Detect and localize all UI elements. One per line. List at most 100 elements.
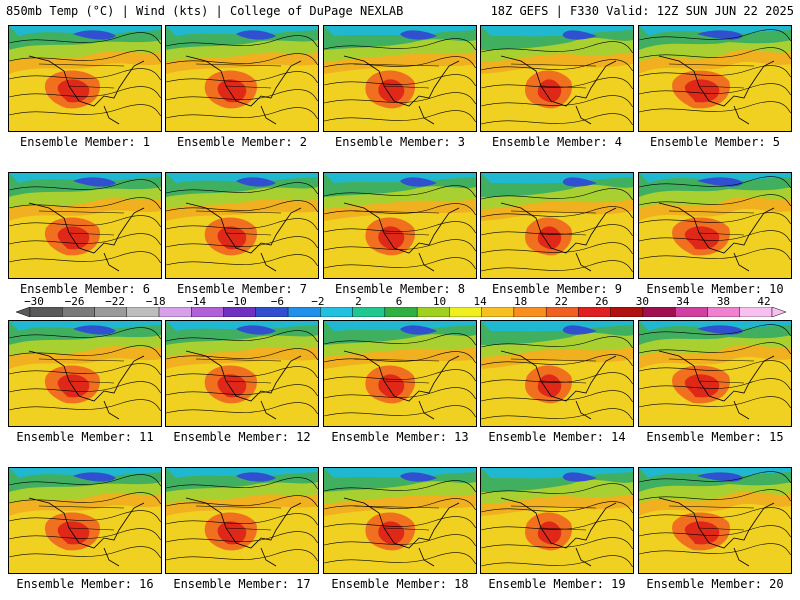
colorbar-swatch — [223, 307, 257, 317]
temperature-map — [166, 468, 318, 573]
ensemble-member-label: Ensemble Member: 17 — [173, 577, 311, 591]
colorbar-swatch — [545, 307, 579, 317]
ensemble-member-map — [638, 320, 792, 427]
colorbar-swatch — [384, 307, 418, 317]
colorbar-swatch — [158, 307, 192, 317]
ensemble-member-map — [323, 25, 477, 132]
ensemble-member-map — [8, 320, 162, 427]
colorbar-tick-label: 30 — [635, 295, 649, 308]
ensemble-member-label: Ensemble Member: 1 — [19, 135, 151, 149]
temperature-map — [324, 468, 476, 573]
colorbar-tick-label: 6 — [395, 295, 403, 308]
temperature-map — [9, 468, 161, 573]
ensemble-member-map — [480, 25, 634, 132]
colorbar-swatch — [642, 307, 676, 317]
temperature-map — [639, 468, 791, 573]
ensemble-member-label: Ensemble Member: 4 — [491, 135, 623, 149]
ensemble-member-label: Ensemble Member: 14 — [488, 430, 626, 444]
ensemble-member-map — [165, 172, 319, 279]
ensemble-member-label: Ensemble Member: 2 — [176, 135, 308, 149]
ensemble-member-label: Ensemble Member: 20 — [646, 577, 784, 591]
temperature-map — [639, 26, 791, 131]
temperature-map — [324, 26, 476, 131]
colorbar-swatch — [29, 307, 63, 317]
colorbar-swatch — [255, 307, 289, 317]
temperature-map — [166, 173, 318, 278]
temperature-map — [481, 468, 633, 573]
temperature-map — [9, 173, 161, 278]
header: 850mb Temp (°C) | Wind (kts) | College o… — [0, 0, 800, 20]
colorbar-swatch — [126, 307, 160, 317]
colorbar-tick-label: −10 — [226, 295, 247, 308]
colorbar-swatch — [578, 307, 611, 317]
temperature-map — [481, 321, 633, 426]
ensemble-member-map — [480, 320, 634, 427]
colorbar-min-arrow — [15, 307, 31, 317]
colorbar-tick-label: 26 — [595, 295, 609, 308]
colorbar-tick-label: −30 — [24, 295, 44, 308]
ensemble-member-label: Ensemble Member: 8 — [334, 282, 466, 296]
ensemble-member-map — [638, 467, 792, 574]
ensemble-member-label: Ensemble Member: 11 — [16, 430, 154, 444]
temperature-map — [481, 173, 633, 278]
ensemble-member-map — [323, 320, 477, 427]
temperature-map — [481, 26, 633, 131]
colorbar-scale — [15, 307, 787, 317]
colorbar-swatch — [287, 307, 321, 317]
ensemble-member-label: Ensemble Member: 19 — [488, 577, 626, 591]
colorbar-swatch — [416, 307, 450, 317]
ensemble-member-map — [165, 25, 319, 132]
colorbar-tick-label: −6 — [270, 295, 284, 308]
ensemble-member-map — [8, 25, 162, 132]
temperature-map — [324, 173, 476, 278]
colorbar-swatch — [481, 307, 515, 317]
colorbar-swatch — [352, 307, 386, 317]
ensemble-member-label: Ensemble Member: 16 — [16, 577, 154, 591]
colorbar-swatch — [610, 307, 644, 317]
colorbar-swatch — [513, 307, 547, 317]
colorbar-tick-label: 18 — [514, 295, 528, 308]
colorbar-tick-label: 14 — [473, 295, 487, 308]
temperature-map — [9, 26, 161, 131]
ensemble-member-map — [638, 172, 792, 279]
ensemble-member-label: Ensemble Member: 10 — [646, 282, 784, 296]
colorbar-swatch — [707, 307, 740, 317]
colorbar-tick-label: 38 — [716, 295, 731, 308]
colorbar-max-arrow — [771, 307, 787, 317]
ensemble-member-map — [8, 467, 162, 574]
ensemble-member-map — [8, 172, 162, 279]
colorbar-swatch — [675, 307, 708, 317]
ensemble-member-label: Ensemble Member: 15 — [646, 430, 784, 444]
ensemble-member-label: Ensemble Member: 7 — [176, 282, 308, 296]
colorbar-tick-label: −26 — [64, 295, 85, 308]
colorbar-tick-label: −2 — [311, 295, 325, 308]
product-title: 850mb Temp (°C) | Wind (kts) | College o… — [6, 4, 404, 18]
colorbar-swatch — [94, 307, 127, 317]
ensemble-member-label: Ensemble Member: 12 — [173, 430, 311, 444]
ensemble-member-map — [323, 172, 477, 279]
colorbar-tick-label: −18 — [145, 295, 166, 308]
ensemble-member-map — [165, 467, 319, 574]
colorbar-swatch — [191, 307, 224, 317]
ensemble-member-map — [480, 467, 634, 574]
temperature-map — [639, 173, 791, 278]
temperature-map — [166, 321, 318, 426]
colorbar-tick-label: 2 — [355, 295, 362, 308]
colorbar-swatch — [62, 307, 95, 317]
colorbar-tick-label: −22 — [105, 295, 126, 308]
colorbar-tick-label: 34 — [676, 295, 690, 308]
colorbar-swatch — [739, 307, 773, 317]
ensemble-member-map — [165, 320, 319, 427]
temperature-map — [324, 321, 476, 426]
colorbar-swatch — [320, 307, 353, 317]
ensemble-member-label: Ensemble Member: 3 — [334, 135, 466, 149]
ensemble-member-map — [480, 172, 634, 279]
colorbar-tick-label: 22 — [554, 295, 568, 308]
temperature-map — [166, 26, 318, 131]
temperature-map — [639, 321, 791, 426]
valid-time: 18Z GEFS | F330 Valid: 12Z SUN JUN 22 20… — [490, 4, 794, 18]
ensemble-member-map — [323, 467, 477, 574]
ensemble-member-label: Ensemble Member: 9 — [491, 282, 623, 296]
temperature-colorbar: −30 −26 −22 −18 −14 −10 −6 −2 2 6 10 14 18 22 26 30 34 38… — [0, 295, 800, 319]
colorbar-tick-label: 42 — [757, 295, 771, 308]
